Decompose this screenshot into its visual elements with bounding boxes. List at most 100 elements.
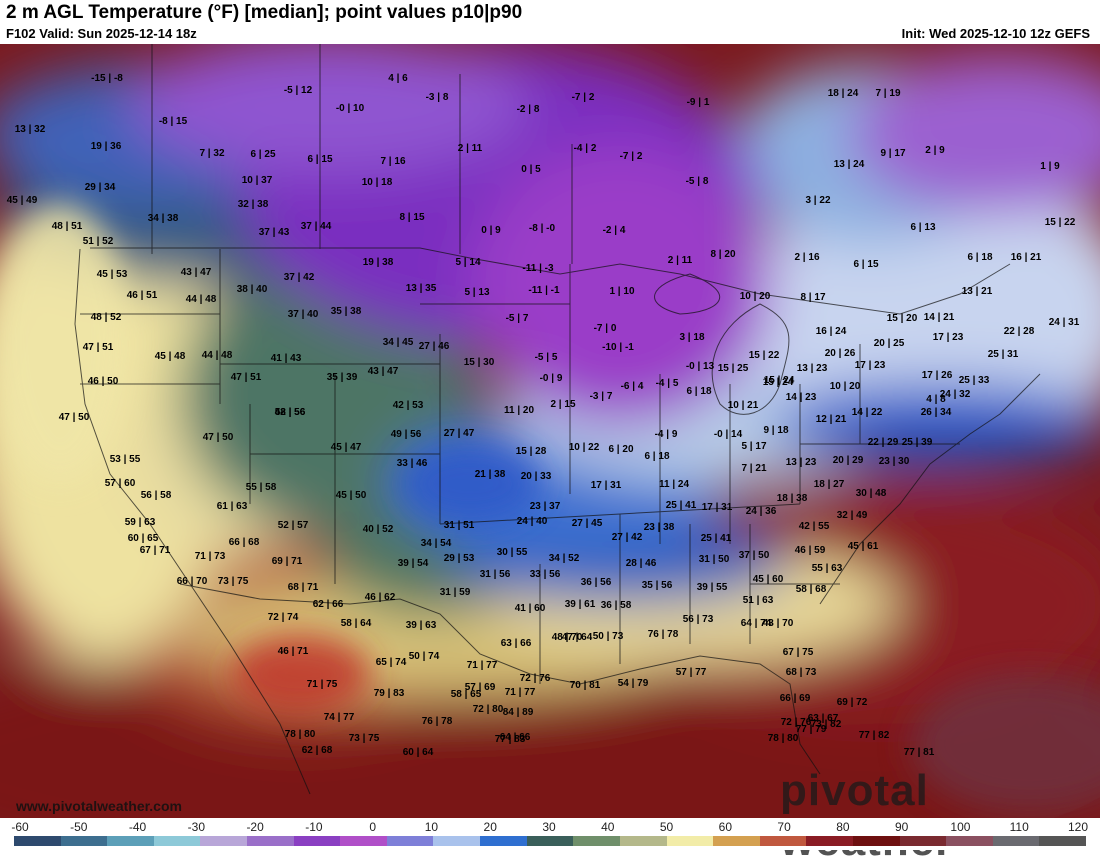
point-value-label: 18 | 27 (814, 479, 845, 490)
point-value-label: 6 | 13 (910, 222, 935, 233)
point-value-label: 73 | 75 (218, 576, 249, 587)
point-value-label: 33 | 46 (397, 458, 428, 469)
point-value-label: 6 | 18 (686, 386, 711, 397)
point-value-label: 14 | 21 (924, 312, 955, 323)
point-value-label: 3 | 18 (679, 332, 704, 343)
point-value-label: 17 | 31 (591, 480, 622, 491)
point-value-label: 55 | 58 (246, 482, 277, 493)
colorbar-swatch (480, 836, 527, 846)
point-value-label: 79 | 83 (374, 688, 405, 699)
colorbar-swatch (386, 836, 434, 846)
point-value-label: 11 | 20 (504, 405, 534, 416)
colorbar-swatch (759, 836, 807, 846)
point-value-label: 54 | 79 (618, 678, 649, 689)
point-value-label: 13 | 32 (15, 124, 46, 135)
point-value-label: -7 | 2 (620, 151, 643, 162)
point-value-label: 60 | 65 (128, 533, 159, 544)
point-value-label: 20 | 26 (825, 348, 856, 359)
point-value-label: 6 | 15 (853, 259, 878, 270)
point-value-label: 23 | 30 (879, 456, 910, 467)
point-value-label: 44 | 48 (202, 350, 233, 361)
point-value-label: 2 | 16 (794, 252, 819, 263)
point-value-label: 66 | 70 (177, 576, 208, 587)
colorbar-swatch (200, 836, 248, 846)
colorbar-swatch (247, 836, 294, 846)
point-value-label: 29 | 53 (444, 553, 475, 564)
point-value-label: 64 | 66 (500, 732, 531, 743)
point-value-label: 44 | 48 (186, 294, 217, 305)
point-value-label: 48 | 51 (52, 221, 83, 232)
point-value-label: 41 | 43 (271, 353, 302, 364)
point-value-label: 66 | 68 (229, 537, 260, 548)
point-value-label: 33 | 56 (530, 569, 561, 580)
colorbar-swatch (340, 836, 387, 846)
point-value-label: 14 | 23 (786, 392, 817, 403)
point-value-label: 11 | 24 (659, 479, 689, 490)
temperature-field (0, 44, 1100, 818)
point-value-label: 43 | 70 (763, 618, 794, 629)
point-value-label: 23 | 38 (644, 522, 675, 533)
colorbar-tick-label: -40 (128, 820, 147, 834)
colorbar-swatch (852, 836, 900, 846)
point-value-label: 36 | 56 (581, 577, 612, 588)
point-value-label: 17 | 26 (922, 370, 953, 381)
point-value-label: 58 | 65 (451, 689, 482, 700)
point-value-label: 25 | 41 (701, 533, 732, 544)
point-value-label: 41 | 60 (515, 603, 546, 614)
point-value-label: 8 | 20 (710, 249, 735, 260)
point-value-label: 42 | 53 (393, 400, 424, 411)
point-value-label: 37 | 44 (301, 221, 332, 232)
point-value-label: 57 | 60 (105, 478, 136, 489)
point-value-label: 25 | 31 (988, 349, 1019, 360)
point-value-label: -5 | 8 (686, 176, 709, 187)
point-value-label: 8 | 15 (399, 212, 424, 223)
point-value-label: -15 | -8 (91, 73, 123, 84)
point-value-label: 31 | 51 (444, 520, 475, 531)
point-value-label: 5 | 17 (741, 441, 766, 452)
point-value-label: 32 | 38 (238, 199, 269, 210)
temperature-map[interactable]: -15 | -8 -5 | 12 4 | 6 -3 | 8 -0 | 10 13 | 32… (0, 44, 1100, 818)
point-value-label: -6 | 4 (621, 381, 644, 392)
point-value-label: 68 | 71 (288, 582, 319, 593)
point-value-label: 34 | 54 (421, 538, 452, 549)
point-value-label: 72 | 74 (268, 612, 299, 623)
point-value-label: -2 | 8 (517, 104, 540, 115)
colorbar-swatch (992, 836, 1040, 846)
colorbar-tick-label: 80 (836, 820, 850, 834)
gulf-coast (529, 655, 821, 775)
point-value-label: 15 | 20 (887, 313, 918, 324)
point-value-label: 5 | 14 (455, 257, 480, 268)
point-value-label: 1 | 10 (609, 286, 634, 297)
point-value-label: 52 | 56 (275, 407, 306, 418)
point-value-label: 38 | 40 (237, 284, 268, 295)
point-value-label: 23 | 37 (530, 501, 561, 512)
us-canada-border (90, 247, 1011, 315)
point-value-label: 77 | 82 (859, 730, 890, 741)
colorbar-swatch (526, 836, 574, 846)
point-value-label: 9 | 17 (880, 148, 905, 159)
point-value-label: 71 | 77 (467, 660, 498, 671)
point-value-label: 16 | 21 (1011, 252, 1042, 263)
point-value-label: 34 | 38 (148, 213, 179, 224)
point-value-label: 64 | 74 (741, 618, 772, 629)
point-value-label: 15 | 22 (1045, 217, 1076, 228)
point-value-label: 6 | 18 (967, 252, 992, 263)
point-value-label: 73 | 75 (349, 733, 380, 744)
point-value-label: 27 | 42 (612, 532, 643, 543)
point-value-label: 45 | 49 (7, 195, 38, 206)
point-value-label: -9 | 1 (687, 97, 710, 108)
point-value-label: 77 | 81 (904, 747, 935, 758)
point-value-label: 52 | 57 (278, 520, 309, 531)
point-value-label: 16 | 24 (816, 326, 847, 337)
point-value-label: 43 | 47 (368, 366, 399, 377)
point-value-label: 27 | 47 (444, 428, 475, 439)
point-value-label: 7 | 21 (741, 463, 766, 474)
point-value-label: -0 | 9 (540, 373, 563, 384)
point-value-label: 71 | 73 (195, 551, 226, 562)
point-value-label: 45 | 53 (97, 269, 128, 280)
valid-time: F102 Valid: Sun 2025-12-14 18z (6, 26, 197, 41)
point-value-label: 72 | 76 (520, 673, 551, 684)
point-value-label: 21 | 38 (475, 469, 506, 480)
borders (74, 44, 1041, 795)
